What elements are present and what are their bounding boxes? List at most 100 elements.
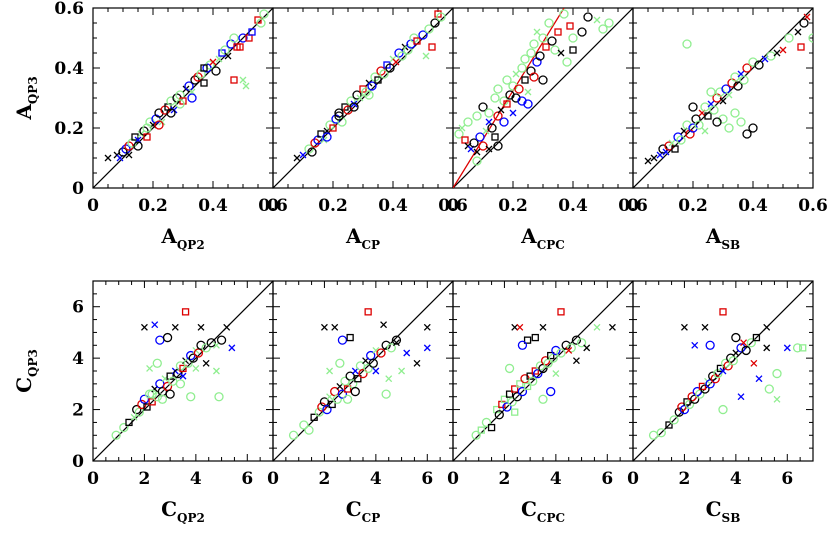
data-point-circle [583,12,593,22]
data-point-circle [561,340,571,350]
data-point-circle [187,93,197,103]
data-point-circle [288,430,299,440]
data-point-square [505,390,514,398]
data-point-circle [604,18,614,28]
points-group [111,308,236,440]
x-tick-label: 0.2 [318,196,348,216]
data-point-cross [224,52,232,60]
one-to-one-line [273,281,453,461]
data-point-square [329,124,337,132]
data-point-cross [701,127,709,135]
data-point-circle [535,51,545,61]
one-to-one-line [273,8,453,188]
data-point-circle [166,108,176,118]
data-point-square [557,308,565,316]
data-point-square [434,10,442,18]
data-point-circle [571,335,582,345]
data-point-square [148,398,156,406]
data-point-circle [214,392,224,402]
data-point-circle [124,141,134,151]
one-to-one-line [453,8,633,188]
data-point-circle [712,117,722,127]
data-point-circle [454,129,464,139]
data-point-square [526,372,534,380]
points-group [104,9,269,162]
data-point-cross [299,151,307,159]
data-point-cross [398,367,406,375]
x-axis-label: CSB [706,497,741,525]
data-point-circle [648,430,659,440]
data-point-square [354,375,362,383]
data-point-circle [367,81,377,91]
data-point-circle [676,135,686,145]
data-point-circle [379,69,389,79]
data-point-circle [538,75,548,85]
points-group [288,308,431,440]
data-point-circle [418,30,428,40]
data-point-circle [733,81,743,91]
data-point-circle [529,72,539,82]
data-point-cross [320,323,328,331]
data-point-cross [779,46,787,54]
data-point-circle [706,87,716,97]
data-point-square [179,364,187,373]
y-tick-label: 0.4 [54,59,84,79]
data-point-circle [334,108,344,118]
x-tick-label: 4 [370,469,382,489]
data-point-square [523,382,532,391]
data-point-circle [154,120,164,130]
data-point-circle [669,415,679,425]
y-tick-label: 0 [72,452,84,472]
points-group [471,308,616,440]
data-point-circle [349,102,359,112]
data-point-cross [104,154,112,162]
data-point-circle [598,24,608,34]
data-point-square [671,145,679,153]
data-point-circle [520,54,530,64]
data-point-circle [772,368,782,379]
data-point-cross [593,16,601,24]
x-axis-label-sub: CPC [537,238,565,252]
data-point-circle [368,358,378,368]
data-point-cross [557,49,565,57]
data-point-circle [709,105,719,115]
data-point-square [493,405,501,414]
points-group [454,9,614,166]
data-point-cross [524,88,532,96]
x-tick-label: 4 [190,469,202,489]
data-point-circle [350,386,360,397]
data-point-circle [478,102,488,112]
x-tick-label: 0 [267,196,279,216]
x-axis-label-main: A [705,224,722,248]
x-tick-label: 0.4 [198,196,228,216]
x-tick-label: 0 [87,196,99,216]
data-point-circle [576,338,587,348]
x-axis-label-sub: CP [362,511,381,525]
y-tick-label: 6 [72,298,84,318]
data-point-circle [730,108,740,118]
data-point-square [569,46,577,54]
data-point-circle [184,81,194,91]
data-point-circle [386,343,396,353]
data-point-cross [326,367,334,375]
y-axis-label-main: C [12,377,36,393]
data-point-square [343,385,352,393]
data-point-circle [118,147,128,157]
data-point-circle [512,392,522,402]
data-point-circle [546,386,556,397]
data-point-cross [422,52,430,60]
points-group [644,13,813,165]
data-point-cross [380,321,388,329]
data-point-square [346,333,354,342]
data-point-circle [206,338,216,348]
data-point-square [511,408,519,416]
data-point-circle [764,384,774,394]
data-point-circle [494,410,504,420]
data-point-circle [364,90,374,100]
data-point-cross [737,393,745,401]
data-point-circle [193,72,203,82]
y-axis-label: AQP3 [12,76,40,120]
data-point-circle [165,389,175,399]
x-tick-label: 6 [601,469,613,489]
data-point-circle [472,111,482,121]
